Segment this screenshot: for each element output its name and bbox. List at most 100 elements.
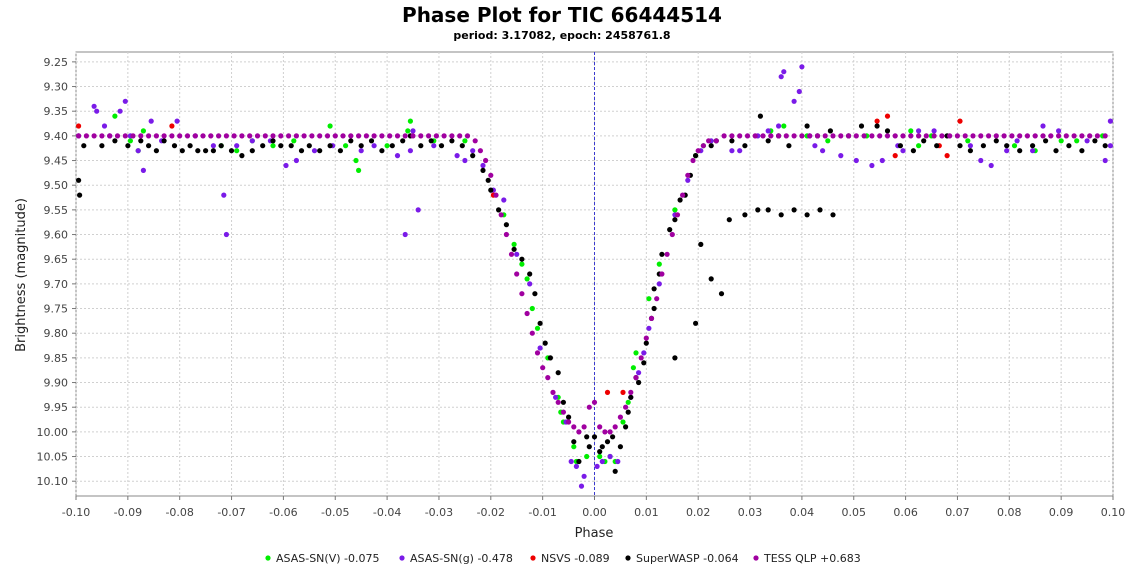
data-point [706,138,712,144]
data-point [247,133,253,139]
x-tick-label: -0.03 [425,506,453,519]
data-point [477,148,483,154]
data-point [234,143,240,149]
y-axis-ticks: 9.25 9.30 9.35 9.40 9.45 9.50 9.55 9.60 9.65 9.70… [37,56,76,488]
data-point [560,399,567,405]
legend-marker [753,555,759,561]
x-tick-label: 0.08 [997,506,1022,519]
data-point [625,409,631,415]
data-point [654,296,660,302]
y-tick-label: 9.95 [44,401,69,414]
data-point [923,133,929,139]
data-point [765,207,771,213]
data-point [776,123,782,129]
data-point [449,138,455,144]
data-point [623,424,629,430]
data-point [641,360,647,366]
data-point [91,133,97,139]
data-point [584,453,590,460]
data-point [138,133,144,139]
data-point [480,162,486,169]
data-point [954,133,961,139]
y-tick-label: 10.10 [37,475,69,488]
x-tick-label: 0.09 [1049,506,1074,519]
data-point [125,143,131,149]
y-axis-label: Brightness (magnitude) [14,198,29,352]
data-point [778,74,784,80]
data-point [171,143,178,149]
data-point [340,133,346,139]
y-tick-label: 9.90 [44,377,69,390]
data-point [428,138,434,144]
data-point [765,138,771,144]
data-point [485,177,491,183]
data-point [921,138,927,144]
data-point [379,133,385,139]
data-point [916,128,922,134]
data-point [1066,143,1072,149]
data-point [737,148,743,154]
data-point [931,133,937,139]
x-tick-label: -0.02 [477,506,505,519]
legend-marker [530,555,536,561]
data-point [112,113,118,119]
data-point [239,133,245,139]
x-tick-label: -0.09 [114,506,142,519]
data-point [796,88,802,95]
data-point [76,133,82,139]
data-point [410,128,416,134]
data-point [591,434,598,440]
data-point [1040,123,1046,129]
data-point [368,138,375,144]
data-point [488,172,494,178]
data-point [306,143,312,149]
data-point [470,148,476,154]
data-point [457,133,463,139]
data-point [496,207,502,213]
legend-marker [265,555,271,561]
data-point [988,162,994,169]
data-point [76,177,82,183]
data-point [83,133,89,139]
data-point [962,133,968,139]
data-point [693,153,699,159]
data-point [685,177,691,183]
x-tick-label: -0.05 [321,506,349,519]
data-point [729,148,735,154]
data-point [511,246,517,252]
data-point [426,133,432,139]
x-tick-label: 0.00 [582,506,607,519]
data-point [291,138,297,144]
data-point [1048,133,1054,139]
data-point [550,389,556,395]
legend-entry: NSVS -0.089 [541,552,610,565]
data-point [783,133,789,139]
data-point [993,133,999,139]
data-point [270,138,276,144]
data-point [944,153,950,159]
data-point [529,305,535,312]
y-tick-label: 9.65 [44,253,69,266]
data-point [480,167,486,173]
data-point [646,325,652,331]
data-point [916,143,922,149]
data-points [76,64,1113,489]
data-point [527,271,533,277]
data-point [122,133,128,139]
data-point [597,453,603,460]
data-point [286,133,292,139]
data-point [617,444,624,450]
data-point [604,389,611,395]
data-point [892,153,898,159]
data-point [827,128,834,134]
data-point [288,143,294,149]
data-point [910,148,917,154]
data-point [869,133,875,139]
data-point [553,394,559,400]
data-point [812,143,818,149]
data-point [161,133,167,139]
data-point [337,148,343,154]
data-point [610,434,616,440]
data-point [597,424,603,430]
data-point [822,133,828,139]
